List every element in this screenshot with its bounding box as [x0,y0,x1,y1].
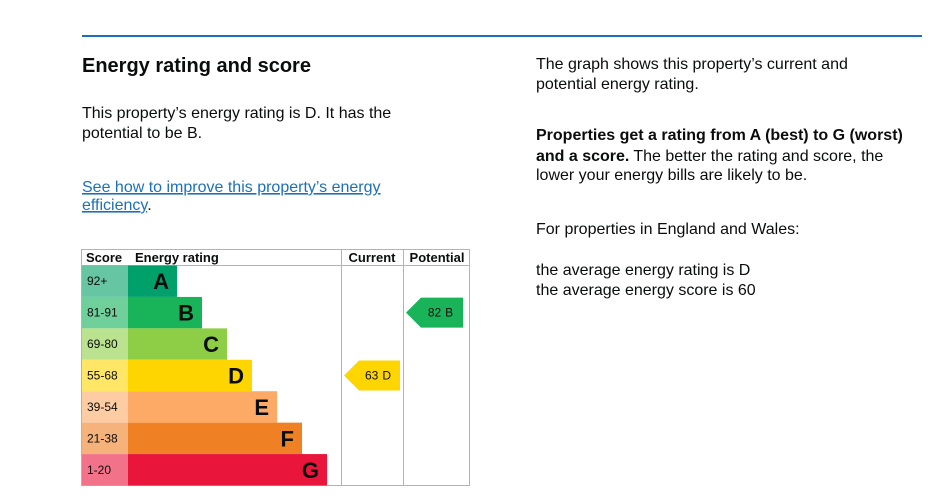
band-letter: F [281,426,294,451]
band-letter: E [254,395,269,420]
aside-text: Properties get a rating from A (best) to… [536,127,903,144]
score-cell [82,454,128,486]
score-cell [82,422,128,455]
rating-bar [128,422,302,455]
aside-bold: and a score. [536,148,629,165]
score-range: 39-54 [87,400,118,414]
aside-text: the average energy rating is D [536,262,750,279]
summary-line: This property’s energy rating is D. It h… [82,105,391,122]
aside-text: lower your energy bills are likely to be… [536,167,807,184]
band-letter: D [228,364,244,389]
improve-link[interactable]: See how to improve this property’s energ… [82,179,381,196]
score-range: 81-91 [87,306,118,320]
rating-bar [128,359,252,392]
summary-line: potential to be B. [82,125,202,142]
improve-link[interactable]: efficiency. [82,197,152,214]
score-range: 69-80 [87,337,118,351]
improve-link-text[interactable]: efficiency [82,197,148,214]
band-letter: G [302,458,319,483]
heading: Energy rating and score [82,55,311,77]
aside-normal: The better the rating and score, the [633,148,883,165]
aside-text: The graph shows this property’s current … [536,56,848,73]
score-range: 55-68 [87,369,118,383]
column-header: Score [86,250,122,265]
rating-bar [128,391,277,423]
current-score: 63 [365,369,379,383]
aside-text: the average energy score is 60 [536,282,756,299]
band-letter: A [153,269,169,294]
score-range: 92+ [87,274,107,288]
score-range: 1-20 [87,463,111,477]
potential-letter: B [445,306,453,320]
potential-score: 82 [428,306,442,320]
punctuation: . [147,197,151,214]
column-header: Current [349,250,397,265]
score-cell [82,296,128,329]
score-range: 21-38 [87,431,118,445]
current-pointer [344,360,400,391]
rating-bar [128,328,227,360]
aside-text: potential energy rating. [536,76,699,93]
score-cell [82,328,128,360]
band-letter: C [203,332,219,357]
rating-bar [128,296,202,329]
current-letter: D [382,369,391,383]
score-cell [82,265,128,297]
band-letter: B [178,301,194,326]
score-cell [82,391,128,423]
current-label: 63 D [365,369,391,383]
epc-table: Score Energy rating Current Potential 92… [81,249,470,486]
column-header: Energy rating [135,250,219,265]
potential-label: 82 B [428,306,453,320]
column-header: Potential [410,250,465,265]
rating-bar [128,454,327,486]
aside-text: For properties in England and Wales: [536,221,800,238]
score-cell [82,359,128,392]
rating-bar [128,265,177,297]
potential-pointer [406,297,463,328]
aside-text: and a score. The better the rating and sc… [536,148,883,165]
